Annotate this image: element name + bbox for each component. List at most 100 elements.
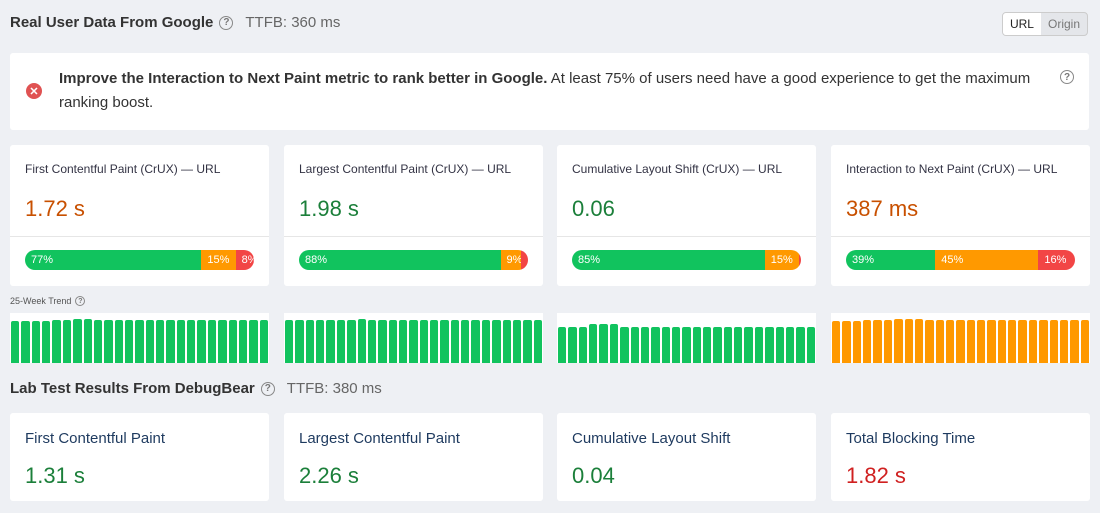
trend-bar	[640, 327, 650, 363]
lab-metric-card[interactable]: First Contentful Paint 1.31 s	[10, 413, 269, 501]
trend-bar	[589, 324, 598, 363]
lab-metric-value: 0.04	[572, 463, 615, 488]
distribution-bar: 39% 45% 16%	[846, 250, 1075, 270]
trend-bar	[914, 319, 924, 363]
lab-metric-card[interactable]: Cumulative Layout Shift 0.04	[557, 413, 816, 501]
alert-help-icon[interactable]: ?	[1060, 70, 1074, 84]
trend-chart[interactable]	[831, 313, 1090, 363]
trend-bar	[11, 321, 20, 363]
trend-bar	[481, 320, 491, 363]
trend-bar	[630, 327, 639, 363]
trend-bar	[197, 320, 206, 363]
crux-ttfb: TTFB: 360 ms	[245, 14, 341, 31]
lab-section-title: Lab Test Results From DebugBear	[10, 380, 255, 397]
trend-bar	[62, 320, 72, 363]
trend-chart[interactable]	[10, 313, 269, 363]
lab-metric-label: First Contentful Paint	[25, 430, 166, 447]
trend-bar	[367, 320, 377, 363]
trend-bar	[512, 320, 522, 363]
trend-bar	[135, 320, 144, 363]
trend-bar	[945, 320, 955, 363]
trend-bar	[336, 320, 346, 363]
trend-bar	[785, 327, 795, 363]
trend-bar	[207, 320, 217, 363]
distribution-segment-needs-improvement: 15%	[764, 250, 799, 270]
trend-bar	[997, 320, 1007, 363]
trend-bar	[734, 327, 743, 363]
trend-bar	[31, 321, 41, 363]
trend-bar	[114, 320, 123, 363]
trend-bar	[703, 327, 712, 363]
trend-bar	[966, 320, 976, 363]
distribution-segment-good: 39%	[846, 250, 936, 270]
crux-metric-value: 387 ms	[846, 196, 919, 221]
trend-chart[interactable]	[557, 313, 816, 363]
crux-section-header: Real User Data From Google ? TTFB: 360 m…	[10, 14, 340, 31]
lab-metric-card[interactable]: Largest Contentful Paint 2.26 s	[284, 413, 543, 501]
trend-bar	[765, 327, 774, 363]
trend-bar	[388, 320, 397, 363]
card-divider	[557, 236, 816, 237]
trend-bar	[295, 320, 304, 363]
trend-bar	[104, 320, 113, 363]
lab-section-header: Lab Test Results From DebugBear ? TTFB: …	[10, 380, 382, 397]
crux-metric-value: 0.06	[572, 196, 615, 221]
trend-bar	[796, 327, 805, 363]
trend-bar	[894, 319, 903, 363]
distribution-bar: 88% 9%	[299, 250, 528, 270]
trend-bar	[450, 320, 460, 363]
trend-bar	[419, 320, 429, 363]
distribution-segment-good: 88%	[299, 250, 501, 270]
help-icon[interactable]: ?	[260, 381, 275, 396]
trend-bar	[956, 320, 965, 363]
url-origin-toggle[interactable]: URL Origin	[1001, 12, 1088, 36]
trend-bar	[187, 320, 196, 363]
trend-bar	[925, 320, 934, 363]
distribution-segment-good: 77%	[25, 250, 202, 270]
trend-bar	[832, 321, 841, 363]
lab-metric-card[interactable]: Total Blocking Time 1.82 s	[831, 413, 1090, 501]
trend-help-icon[interactable]: ?	[75, 296, 86, 306]
toggle-origin-option[interactable]: Origin	[1047, 17, 1080, 31]
trend-bar	[21, 321, 30, 363]
trend-bar	[775, 327, 784, 363]
trend-bar	[259, 320, 268, 363]
help-icon[interactable]: ?	[219, 15, 234, 30]
trend-bar	[83, 319, 92, 363]
trend-bar	[398, 320, 408, 363]
lab-metric-value: 1.82 s	[846, 463, 906, 488]
trend-chart[interactable]	[284, 313, 543, 363]
trend-bar	[73, 319, 82, 363]
trend-bar	[93, 320, 103, 363]
trend-bar	[1028, 320, 1038, 363]
trend-bar	[533, 320, 542, 363]
trend-bar	[1070, 320, 1079, 363]
toggle-url-option[interactable]: URL	[1002, 13, 1041, 35]
trend-bar	[124, 320, 134, 363]
trend-bar	[326, 320, 335, 363]
distribution-segment-poor: 8%	[235, 250, 254, 270]
trend-bar	[578, 327, 588, 363]
lab-metric-label: Total Blocking Time	[846, 430, 976, 447]
distribution-segment-good: 85%	[572, 250, 765, 270]
trend-bar	[744, 327, 753, 363]
card-divider	[10, 236, 269, 237]
alert-bold-text: Improve the Interaction to Next Paint me…	[59, 70, 548, 87]
lab-metric-value: 1.31 s	[25, 463, 85, 488]
trend-bar	[1059, 320, 1069, 363]
error-icon: ✕	[26, 83, 42, 99]
trend-bar	[599, 324, 608, 363]
trend-bar	[842, 321, 851, 363]
trend-bar	[977, 320, 986, 363]
trend-bar	[218, 320, 227, 363]
trend-bar	[904, 319, 913, 363]
distribution-segment-poor	[798, 250, 801, 270]
distribution-segment-needs-improvement: 45%	[935, 250, 1039, 270]
trend-bar	[713, 327, 722, 363]
trend-bar	[52, 320, 61, 363]
trend-bar	[852, 321, 862, 363]
trend-bar	[305, 320, 315, 363]
trend-bar	[461, 320, 470, 363]
trend-bar	[440, 320, 449, 363]
trend-bar	[558, 327, 567, 363]
